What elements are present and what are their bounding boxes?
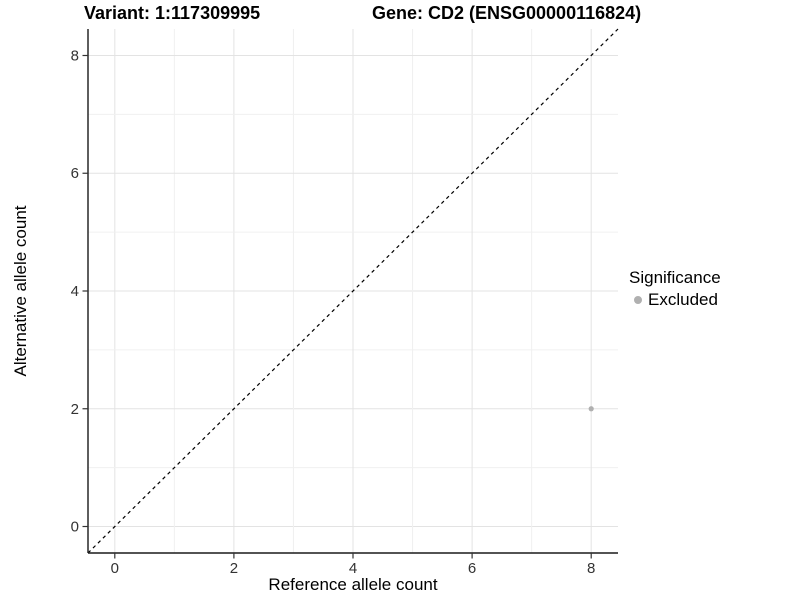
legend-item-label: Excluded	[648, 290, 718, 309]
legend-title: Significance	[629, 268, 721, 287]
identity-dashed-line	[87, 28, 619, 554]
x-tick-label: 4	[349, 560, 357, 577]
y-tick-label: 0	[71, 519, 79, 536]
excluded-point-icon	[634, 296, 642, 304]
y-tick-label: 4	[71, 283, 79, 300]
x-tick-label: 8	[587, 560, 595, 577]
x-tick-label: 6	[468, 560, 476, 577]
y-tick-label: 6	[71, 165, 79, 182]
y-tick-label: 2	[71, 401, 79, 418]
gene-title: Gene: CD2 (ENSG00000116824)	[372, 3, 642, 23]
data-point	[588, 406, 594, 412]
variant-title: Variant: 1:117309995	[84, 3, 261, 23]
x-tick-label: 0	[111, 560, 119, 577]
y-tick-label: 8	[71, 47, 79, 64]
legend: Significance Excluded	[629, 268, 721, 310]
legend-item-excluded: Excluded	[629, 290, 721, 310]
x-tick-label: 2	[230, 560, 238, 577]
x-axis-title: Reference allele count	[268, 575, 438, 594]
y-axis-title: Alternative allele count	[11, 205, 30, 377]
